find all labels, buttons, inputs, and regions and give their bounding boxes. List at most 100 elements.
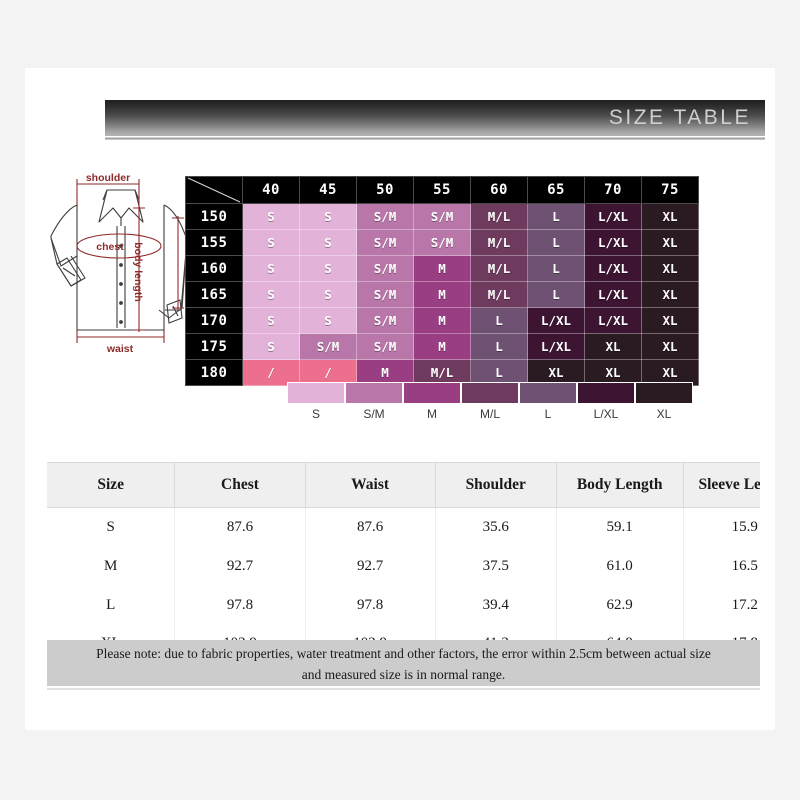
matrix-cell: S/M [413, 229, 471, 256]
table-cell: 97.8 [174, 585, 306, 625]
measurements-col-header: Body Length [556, 462, 684, 508]
matrix-row: 165 S S S/M M M/L L L/XL XL [185, 281, 699, 308]
size-chart-card: SIZE TABLE [25, 68, 775, 730]
matrix-cell: XL [641, 333, 699, 360]
table-cell: 59.1 [556, 507, 684, 547]
matrix-row: 175 S S/M S/M M L L/XL XL XL [185, 333, 699, 360]
table-cell: 62.9 [556, 585, 684, 625]
matrix-cell: L [527, 281, 585, 308]
banner: SIZE TABLE [105, 100, 765, 136]
matrix-cell: S [299, 281, 357, 308]
matrix-cell: S/M [356, 203, 414, 230]
matrix-cell: S/M [356, 333, 414, 360]
table-cell: 92.7 [305, 546, 436, 586]
matrix-col-header: 75 [641, 176, 699, 204]
matrix-cell: S/M [413, 203, 471, 230]
matrix-cell: S [242, 333, 300, 360]
table-cell: 17.2 [683, 585, 760, 625]
table-row: L 97.8 97.8 39.4 62.9 17.2 [47, 585, 760, 625]
matrix-cell: L/XL [584, 229, 642, 256]
legend-label: L/XL [593, 407, 619, 421]
matrix-row: 180// M M/L L XL XL XL [185, 359, 699, 386]
matrix-cell: L [470, 307, 528, 334]
matrix-cell: M [356, 359, 414, 386]
table-header-row: Size Chest Waist Shoulder Body Length Sleeve … [47, 462, 760, 508]
matrix-cell: S [299, 307, 357, 334]
matrix-cell: S [299, 255, 357, 282]
matrix-row: 155 S S S/M S/M M/L L L/XL XL [185, 229, 699, 256]
matrix-cell: L/XL [584, 281, 642, 308]
matrix-cell: XL [527, 359, 585, 386]
legend-label: S/M [363, 407, 385, 421]
note-line-2: and measured size is in normal range. [301, 666, 506, 682]
matrix-cell: M [413, 281, 471, 308]
matrix-row: 160 S S S/M M M/L L L/XL XL [185, 255, 699, 282]
matrix-row-header: 155 [185, 229, 243, 256]
disclaimer-note: Please note: due to fabric properties, w… [47, 640, 760, 686]
legend-swatch [403, 382, 461, 404]
matrix-cell: M/L [470, 255, 528, 282]
measurements-col-header: Shoulder [435, 462, 557, 508]
matrix-row-header: 165 [185, 281, 243, 308]
matrix-cell: L [527, 255, 585, 282]
table-cell: M [47, 546, 176, 586]
legend-label: M [427, 407, 437, 421]
matrix-cell: S/M [356, 255, 414, 282]
matrix-cell: M/L [470, 281, 528, 308]
matrix-col-header: 65 [527, 176, 585, 204]
matrix-row: 170 S S S/M M L L/XL L/XL XL [185, 307, 699, 334]
table-cell: 16.5 [683, 546, 760, 586]
measurements-table: Size Chest Waist Shoulder Body Length Sleeve … [47, 462, 760, 664]
shirt-diagram: shoulder chest waist sleeve body length [47, 160, 197, 360]
page-title: SIZE TABLE [608, 106, 751, 129]
matrix-cell: XL [641, 281, 699, 308]
matrix-cell: S [242, 203, 300, 230]
matrix-cell: M/L [470, 229, 528, 256]
matrix-cell: M [413, 333, 471, 360]
table-cell: 61.0 [556, 546, 684, 586]
matrix-cell: / [299, 359, 357, 386]
matrix-cell: L [527, 203, 585, 230]
matrix-cell: L/XL [584, 307, 642, 334]
matrix-cell: S/M [356, 229, 414, 256]
matrix-cell: S [299, 229, 357, 256]
legend-swatch [287, 382, 345, 404]
matrix-header-row: 40 45 50 55 60 65 70 75 [185, 176, 699, 204]
legend-swatch [577, 382, 635, 404]
legend-label: M/L [479, 407, 500, 421]
legend-swatch [461, 382, 519, 404]
matrix-row-header: 160 [185, 255, 243, 282]
diagram-label-waist: waist [106, 343, 134, 355]
legend-label: L [544, 407, 552, 421]
table-row: M 92.7 92.7 37.5 61.0 16.5 [47, 546, 760, 586]
matrix-cell: L [470, 333, 528, 360]
matrix-cell: S/M [299, 333, 357, 360]
table-cell: L [47, 585, 176, 625]
matrix-cell: M/L [470, 203, 528, 230]
matrix-col-header: 55 [413, 176, 471, 204]
matrix-cell: S [242, 307, 300, 334]
legend-label: S [311, 407, 320, 421]
matrix-cell: S [299, 203, 357, 230]
measurements-col-header: Chest [174, 462, 306, 508]
measurements-col-header: Sleeve Length [683, 462, 760, 508]
legend-swatch [345, 382, 403, 404]
matrix-cell: S/M [356, 307, 414, 334]
matrix-col-header: 60 [470, 176, 528, 204]
matrix-cell: XL [641, 229, 699, 256]
matrix-cell: S [242, 281, 300, 308]
banner-divider [105, 137, 765, 140]
measurements-col-header: Waist [305, 462, 436, 508]
matrix-row-header: 180 [185, 359, 243, 386]
note-line-1: Please note: due to fabric properties, w… [96, 646, 711, 661]
diagram-label-shoulder: shoulder [86, 172, 130, 184]
measurements-col-header: Size [47, 462, 176, 508]
matrix-row-header: 170 [185, 307, 243, 334]
matrix-cell: S [242, 255, 300, 282]
table-row: S 87.6 87.6 35.6 59.1 15.9 [47, 507, 760, 547]
size-matrix: 40 45 50 55 60 65 70 75 150 S S S/M S/M M/L L L/XL XL 155… [185, 176, 699, 386]
matrix-cell: XL [641, 203, 699, 230]
legend-label: XL [656, 407, 672, 421]
diagram-label-body-length: body length [132, 242, 144, 302]
matrix-cell: L/XL [584, 203, 642, 230]
